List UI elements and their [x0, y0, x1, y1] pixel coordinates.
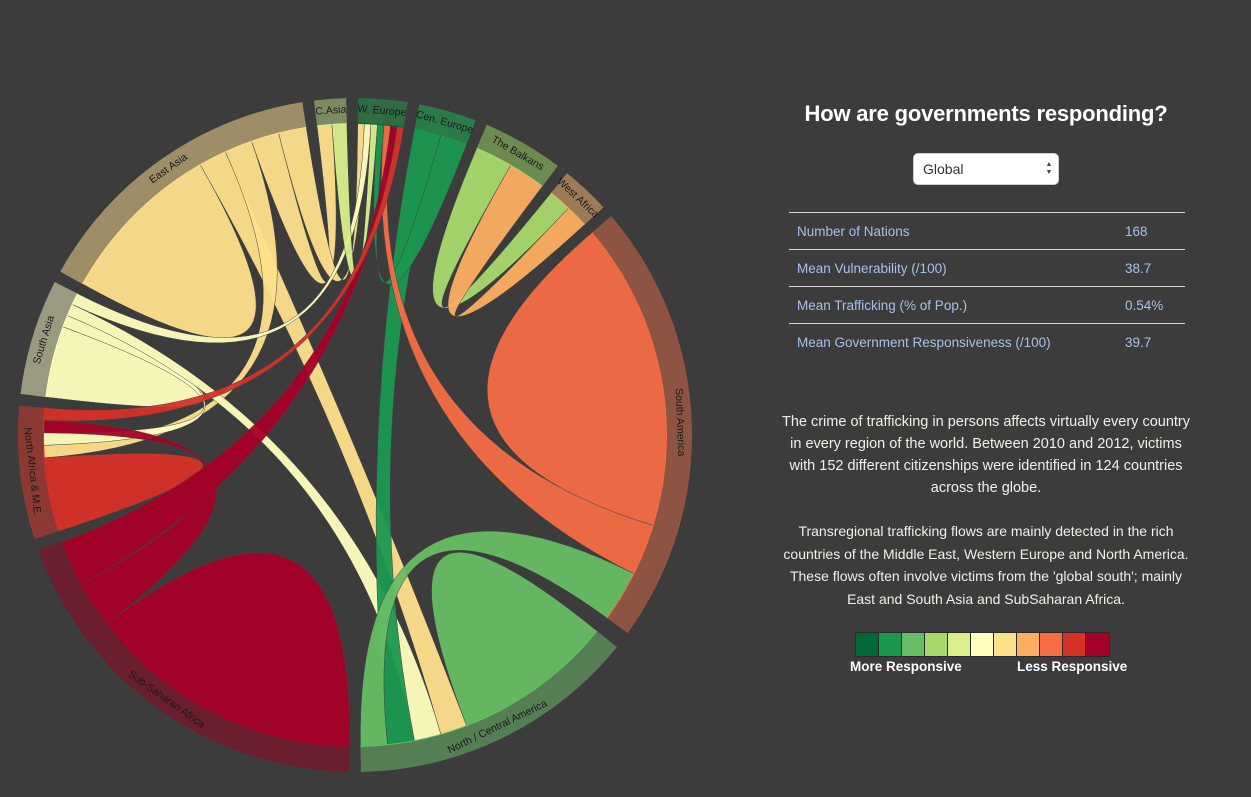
- stat-value: 0.54%: [1125, 297, 1164, 313]
- legend-swatch: [925, 633, 948, 656]
- region-label: W. Europe: [357, 103, 407, 119]
- stat-label: Mean Government Responsiveness (/100): [797, 334, 1051, 350]
- legend-swatch: [856, 633, 879, 656]
- stat-value: 38.7: [1125, 260, 1152, 276]
- region-arc: [360, 631, 617, 772]
- region-arc: [414, 104, 476, 144]
- table-row: Mean Trafficking (% of Pop.) 0.54%: [789, 286, 1185, 324]
- panel-title: How are governments responding?: [804, 101, 1168, 126]
- legend-swatch: [994, 633, 1017, 656]
- region-arc: [313, 98, 347, 126]
- legend-more-responsive-label: More Responsive: [850, 659, 962, 674]
- table-row: Mean Vulnerability (/100) 38.7: [789, 249, 1185, 287]
- chords-group: [42, 122, 668, 748]
- legend-swatch: [879, 633, 902, 656]
- legend-swatch: [1063, 633, 1086, 656]
- region-label: South America: [673, 388, 688, 457]
- region-arc: [476, 124, 558, 186]
- region-arc: [38, 541, 350, 772]
- select-arrows-icon: ▲ ▼: [1045, 161, 1053, 176]
- table-row: Number of Nations 168: [789, 212, 1185, 250]
- stat-label: Mean Vulnerability (/100): [797, 260, 947, 276]
- stat-label: Mean Trafficking (% of Pop.): [797, 297, 968, 313]
- region-label: C.Asia: [315, 104, 347, 118]
- region-arc-edge: [357, 123, 404, 128]
- color-legend: [855, 632, 1110, 657]
- region-arc: [551, 173, 604, 225]
- region-arc-edge: [414, 128, 467, 145]
- region-arc: [592, 216, 692, 634]
- region-arc-edge: [550, 192, 586, 225]
- stat-label: Number of Nations: [797, 223, 910, 239]
- legend-swatch: [1040, 633, 1063, 656]
- description-paragraph-1: The crime of trafficking in persons affe…: [781, 414, 1191, 496]
- stat-value: 39.7: [1125, 334, 1152, 350]
- stat-value: 168: [1125, 223, 1148, 239]
- table-row: Mean Government Responsiveness (/100) 39…: [789, 323, 1185, 361]
- region-select[interactable]: Global ▲ ▼: [913, 153, 1059, 185]
- region-arc-edge: [316, 123, 347, 127]
- region-arc: [60, 102, 307, 284]
- chord-diagram: C.Asia W. Europe Cen. Europe The Balkans Wes…: [18, 98, 692, 772]
- region-arc: [20, 282, 78, 397]
- region-select-value: Global: [923, 161, 964, 177]
- chord-flow: [331, 122, 378, 280]
- region-arc: [18, 405, 59, 540]
- legend-less-responsive-label: Less Responsive: [1017, 659, 1128, 674]
- region-arc: [357, 98, 408, 127]
- region-arc-edge: [591, 232, 667, 619]
- legend-swatch: [948, 633, 971, 656]
- stats-table: Number of Nations 168 Mean Vulnerability…: [789, 212, 1185, 361]
- legend-swatch: [1017, 633, 1040, 656]
- legend-swatch: [902, 633, 925, 656]
- legend-swatch: [971, 633, 994, 656]
- legend-swatch: [1086, 633, 1109, 656]
- description-paragraph-2: Transregional trafficking flows are main…: [783, 523, 1189, 607]
